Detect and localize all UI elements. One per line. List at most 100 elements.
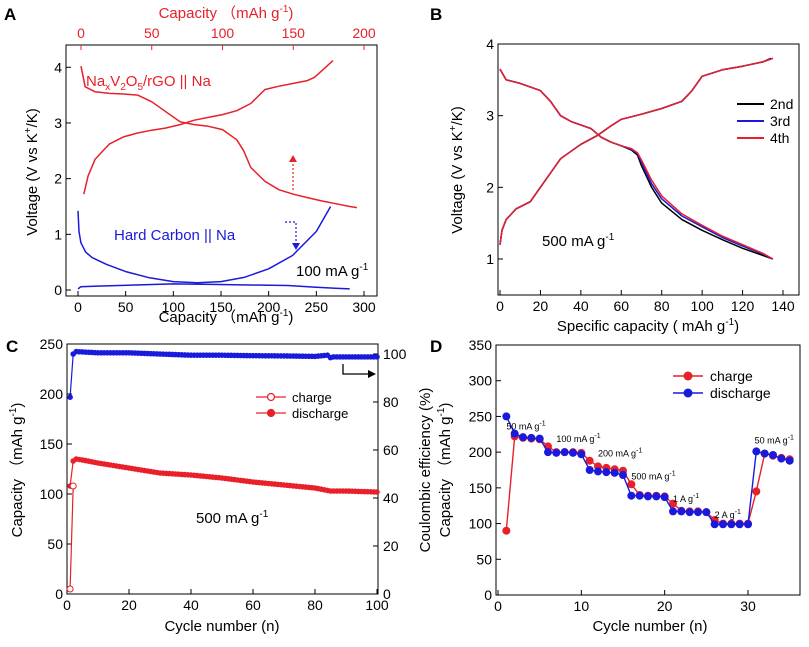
panel-d-discharge-point xyxy=(735,520,744,529)
panel-a-x-tick-label: 0 xyxy=(74,299,82,315)
panel-c-legend-marker xyxy=(266,408,276,418)
panel-b-discharge-2nd xyxy=(499,68,774,260)
panel-c-axis-pointer xyxy=(342,364,370,375)
panel-c-y-tick-label: 100 xyxy=(40,486,64,502)
panel-b-x-tick-label: 120 xyxy=(731,298,755,314)
panel-a-y-tick-label: 4 xyxy=(54,59,62,75)
panel-d-discharge-point xyxy=(535,434,544,443)
panel-a-down-arrow-shaft xyxy=(285,221,297,244)
panel-c-y-tick-label: 50 xyxy=(47,536,63,552)
panel-c-charge-point xyxy=(69,482,77,490)
panel-a-curve-red xyxy=(80,66,358,209)
panel-d-discharge-point xyxy=(702,508,711,517)
panel-c-x-tick-label: 100 xyxy=(365,597,389,613)
panel-d-discharge-point xyxy=(544,448,552,457)
panel-a-up-arrow-icon xyxy=(289,155,297,162)
panel-d-discharge-point xyxy=(752,447,761,456)
panel-c-y2-tick-label: 20 xyxy=(383,538,399,554)
panel-d-y-tick-label: 200 xyxy=(469,444,493,460)
panel-a-x2-tick-label: 50 xyxy=(144,25,160,41)
panel-a-curve-blue xyxy=(77,283,350,290)
panel-d-discharge-point xyxy=(527,433,536,442)
panel-b-x-tick-label: 140 xyxy=(771,298,795,314)
panel-a-x-tick-label: 150 xyxy=(209,299,233,315)
panel-b-y-axis-title: Voltage (V vs K+/K) xyxy=(448,106,466,234)
panel-d-discharge-point xyxy=(760,449,769,458)
panel-c-ce-point xyxy=(374,354,380,360)
panel-d-discharge-point xyxy=(552,448,561,457)
panel-c-y-tick-label: 200 xyxy=(40,386,64,402)
panel-c-x-tick-label: 0 xyxy=(63,597,71,613)
panel-d-y-tick-label: 100 xyxy=(469,516,493,532)
panel-c-y2-tick-label: 40 xyxy=(383,490,399,506)
panel-d-legend-marker xyxy=(683,388,693,398)
panel-d-charge-point xyxy=(627,480,636,489)
panel-a-x-tick-label: 250 xyxy=(305,299,329,315)
panel-a-x2-tick-label: 150 xyxy=(282,25,306,41)
panel-a-rate-label: 100 mA g-1 xyxy=(296,262,369,280)
panel-b-x-tick-label: 100 xyxy=(690,298,714,314)
panel-a-letter: A xyxy=(4,5,16,24)
panel-a-curve-red xyxy=(83,60,334,195)
panel-a-x2-tick-label: 100 xyxy=(211,25,235,41)
panel-d-curves xyxy=(502,412,794,535)
panel-d-rate-label: 100 mA g-1 xyxy=(556,433,600,444)
panel-d-discharge-point xyxy=(502,412,511,421)
panel-d-x-tick-label: 30 xyxy=(740,598,756,614)
panel-b-curves xyxy=(499,57,774,260)
panel-d-discharge-point xyxy=(710,520,719,529)
panel-c-x-tick-label: 20 xyxy=(121,597,137,613)
panel-d-charge-point xyxy=(585,456,594,465)
panel-a-curve-blue xyxy=(77,206,332,284)
panel-d-discharge-point xyxy=(627,491,636,500)
panel-d-rate-labels: 50 mA g-1 100 mA g-1 200 mA g-1 500 mA g-1 1… xyxy=(506,420,794,520)
panel-b-letter: B xyxy=(430,5,442,24)
panel-c-discharge-point xyxy=(374,489,380,495)
panel-d-discharge-point xyxy=(644,492,652,501)
panel-a-x-tick-label: 300 xyxy=(352,299,376,315)
panel-a-y-axis-title: Voltage (V vs K+/K) xyxy=(23,108,41,236)
panel-d-rate-label: 200 mA g-1 xyxy=(598,447,642,458)
panel-c: C Cycle number (n) Capacity （mAh g-1) Co… xyxy=(6,336,434,635)
panel-d-x-tick-label: 10 xyxy=(574,598,590,614)
panel-d-discharge-point xyxy=(585,466,594,474)
panel-a-x2-tick-label: 200 xyxy=(352,25,376,41)
panel-d-legend-label: discharge xyxy=(710,385,771,401)
panel-d-y-tick-label: 250 xyxy=(469,408,493,424)
panel-c-charge-line xyxy=(69,485,74,590)
panel-d-y-tick-label: 0 xyxy=(484,587,492,603)
panel-d-discharge-point xyxy=(669,507,677,516)
panel-d-discharge-point xyxy=(635,491,644,500)
panel-b-legend-label: 4th xyxy=(770,130,789,146)
panel-a-down-arrow-icon xyxy=(292,243,300,250)
panel-c-x-tick-label: 80 xyxy=(307,597,323,613)
panel-a-label-hard-carbon: Hard Carbon || Na xyxy=(114,227,236,244)
panel-c-rate-label: 500 mA g-1 xyxy=(196,509,269,527)
panel-b-discharge-3rd xyxy=(499,68,774,260)
panel-c-y-tick-label: 0 xyxy=(55,586,63,602)
panel-d-discharge-point xyxy=(694,508,702,517)
panel-c-y2-tick-label: 100 xyxy=(383,346,407,362)
panel-b-charge-4th xyxy=(499,57,774,245)
panel-a-curves xyxy=(77,60,358,290)
panel-b-legend-label: 3rd xyxy=(770,113,790,129)
panel-b-y-tick-label: 1 xyxy=(486,251,494,267)
panel-d-rate-label: 500 mA g-1 xyxy=(631,470,675,481)
panel-a-y-tick-label: 1 xyxy=(54,226,62,242)
panel-c-legend-label: charge xyxy=(292,390,332,405)
panel-a-ticks: 0 50 100 150 200 250 300 0 50 100 150 200 0 1 2 3 4 xyxy=(54,25,376,315)
panel-d-discharge-point xyxy=(719,520,727,529)
panel-b-y-tick-label: 2 xyxy=(486,179,494,195)
panel-d-y-axis-title: Capacity （mAh g-1) xyxy=(436,403,454,538)
panel-d-discharge-point xyxy=(610,468,619,477)
panel-d-discharge-point xyxy=(569,448,577,457)
panel-a-x-tick-label: 50 xyxy=(118,299,134,315)
panel-a: A Capacity （mAh g-1) Capacity （mAh g-1) … xyxy=(4,4,378,326)
panel-d-discharge-point xyxy=(510,429,519,438)
panel-d-y-tick-label: 300 xyxy=(469,373,493,389)
